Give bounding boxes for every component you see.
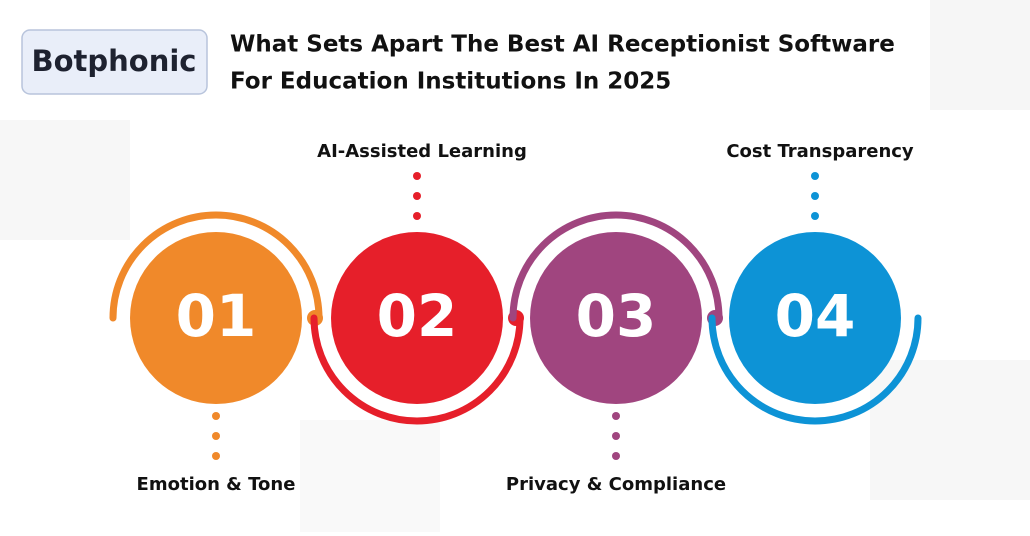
title-line: For Education Institutions In 2025 [230,69,671,95]
bg-square [930,0,1030,110]
leader-dot [612,412,620,420]
step-circle [530,232,702,404]
step-circle [729,232,901,404]
ring-arc [109,211,323,322]
leader-dot [212,412,220,420]
leader-dot [413,212,421,220]
step-number: 03 [576,282,657,350]
leader-dot [212,432,220,440]
leader-dot [413,172,421,180]
step-circle [331,232,503,404]
leader-dot [212,452,220,460]
leader-dot [413,192,421,200]
title-line: What Sets Apart The Best AI Receptionist… [230,32,895,58]
leader-dot [612,452,620,460]
step-label: Cost Transparency [726,141,914,162]
step-label: Privacy & Compliance [506,474,726,495]
step-number: 02 [377,282,458,350]
step-circle [130,232,302,404]
leader-dot [811,172,819,180]
ring-arc [509,211,723,322]
step-number: 01 [176,282,257,350]
step-label: Emotion & Tone [137,474,296,495]
step-label: AI-Assisted Learning [317,141,527,162]
bg-square [300,420,440,532]
logo: Botphonic [32,44,197,78]
leader-dot [811,212,819,220]
logo-box [21,29,208,95]
ring-arc [310,314,524,425]
leader-dot [811,192,819,200]
step-number: 04 [775,282,856,350]
bg-square [0,120,130,240]
leader-dot [612,432,620,440]
ring-arc [708,314,922,425]
